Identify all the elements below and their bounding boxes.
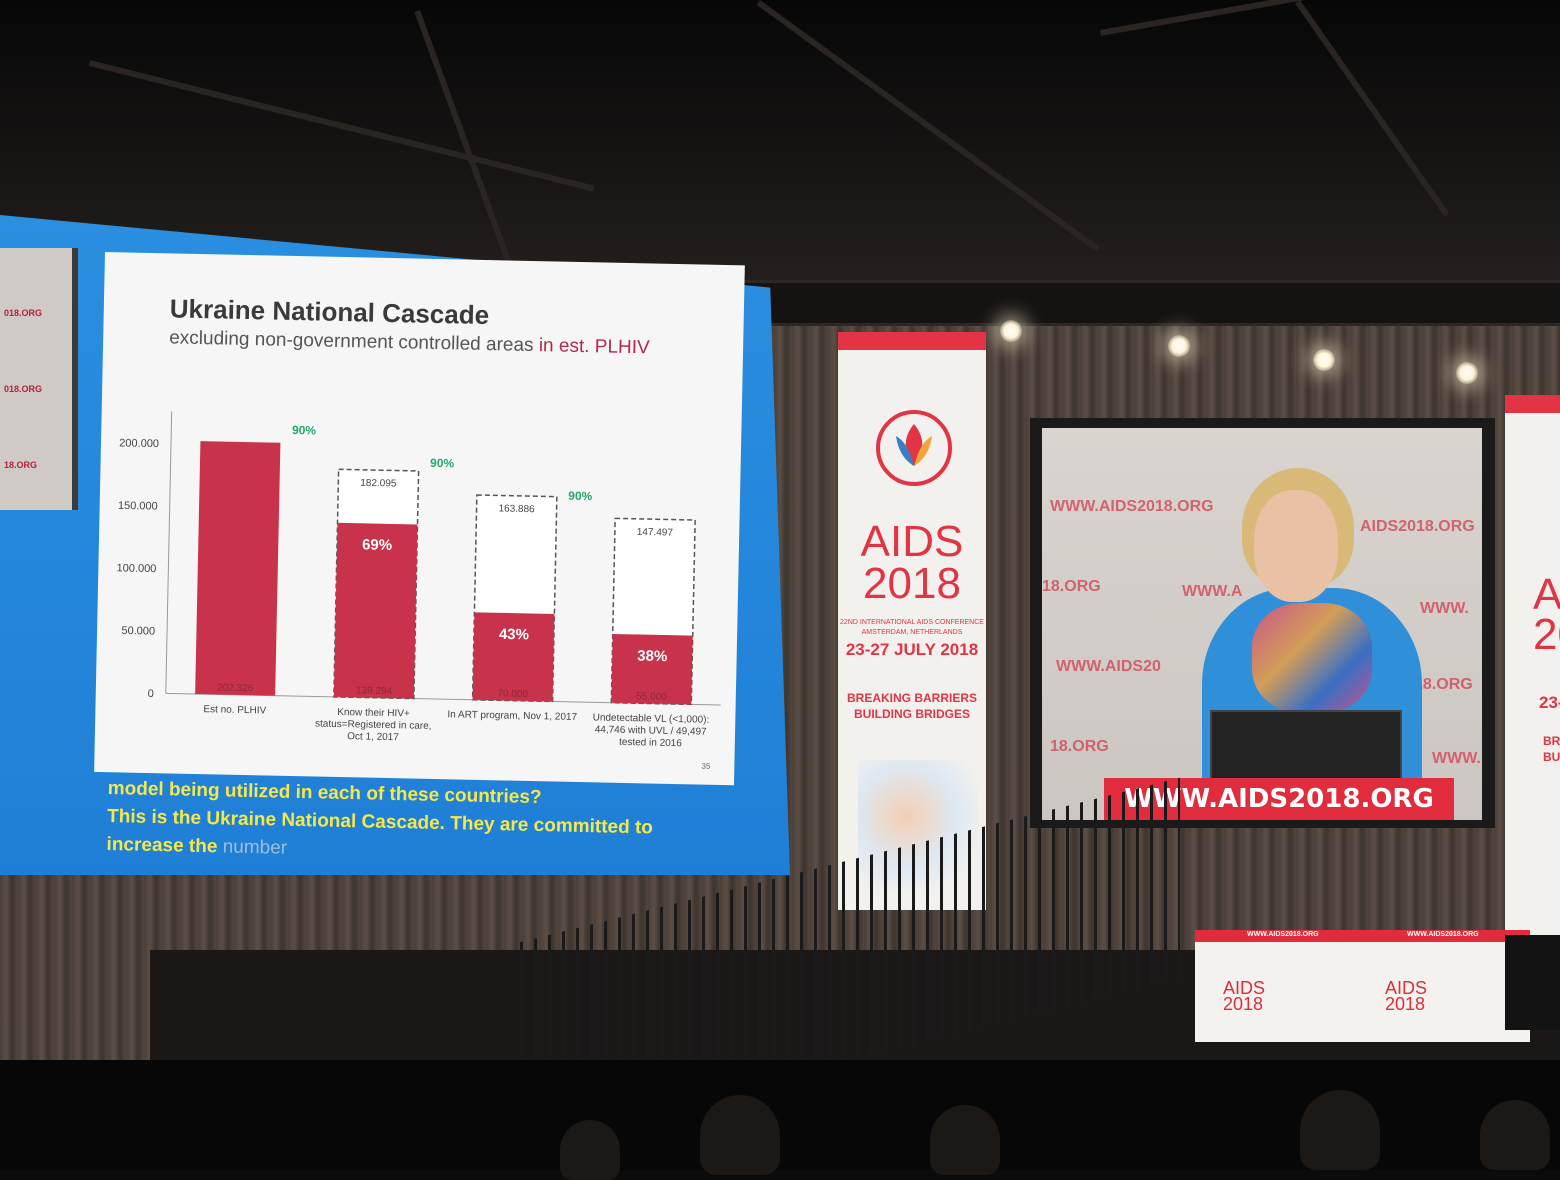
bar-value-label: 55.000 bbox=[636, 691, 667, 703]
y-axis-line bbox=[165, 411, 173, 694]
banner-right-tag-2: BUI bbox=[1543, 750, 1560, 764]
bar-value-label: 70.000 bbox=[497, 688, 528, 700]
banner-conference-text: 22ND INTERNATIONAL AIDS CONFERENCE bbox=[840, 619, 984, 626]
stage-monitor bbox=[1505, 935, 1560, 1030]
desk-logo-year: 2018 bbox=[1385, 994, 1426, 1014]
goal-90-label: 90% bbox=[568, 489, 593, 504]
banner-location-text: AMSTERDAM, NETHERLANDS bbox=[861, 629, 963, 636]
y-tick-label: 150.000 bbox=[118, 500, 158, 513]
audience-head bbox=[560, 1120, 620, 1180]
video-screen: WWW.AIDS2018.ORG AIDS2018.ORG 18.ORG WWW… bbox=[1030, 418, 1495, 828]
audience-head bbox=[700, 1095, 780, 1175]
x-category-label: Undetectable VL (<1,000): bbox=[593, 712, 710, 725]
cascade-bar bbox=[195, 441, 281, 696]
y-tick-label: 200.000 bbox=[119, 437, 159, 450]
audience-head bbox=[1480, 1100, 1550, 1170]
video-feed: WWW.AIDS2018.ORG AIDS2018.ORG 18.ORG WWW… bbox=[1042, 428, 1482, 820]
podium-laptop bbox=[1210, 710, 1402, 784]
caption-line-3-pending: number bbox=[222, 836, 288, 859]
target-value-label: 147.497 bbox=[637, 527, 674, 539]
slide: Ukraine National Cascade excluding non-g… bbox=[94, 252, 745, 786]
inset-url-text: 018.ORG bbox=[4, 308, 43, 318]
desk-logo: AIDS 2018 bbox=[1385, 978, 1428, 1014]
bar-value-label: 202.326 bbox=[217, 682, 254, 694]
goal-90-label: 90% bbox=[292, 423, 317, 438]
goal-90-label: 90% bbox=[430, 456, 455, 471]
audience-head bbox=[1300, 1090, 1380, 1170]
banner-right-aids-text: AI bbox=[1533, 570, 1560, 619]
x-category-label: tested in 2016 bbox=[619, 737, 682, 749]
inset-url-text: 18.ORG bbox=[4, 460, 38, 470]
banner-right-tag-1: BRE bbox=[1543, 734, 1560, 748]
target-value-label: 163.886 bbox=[498, 503, 535, 515]
backdrop-url-text: WWW.AIDS2018.ORG bbox=[1050, 498, 1214, 515]
desk-logo-aids: AIDS bbox=[1385, 978, 1428, 998]
percent-label: 69% bbox=[362, 536, 392, 554]
backdrop-url-text: AIDS2018.ORG bbox=[1360, 518, 1475, 535]
inset-url-text: 018.ORG bbox=[4, 384, 43, 394]
live-captions: model being utilized in each of these co… bbox=[106, 775, 768, 873]
stage-light bbox=[1313, 349, 1335, 371]
caption-line-3-main: increase the bbox=[106, 833, 218, 858]
audience-head bbox=[930, 1105, 1000, 1175]
stage-light bbox=[1456, 362, 1478, 384]
desk-logo-aids: AIDS bbox=[1223, 978, 1266, 998]
screen-inset-video: 018.ORG 018.ORG 18.ORG bbox=[0, 248, 78, 510]
slide-page-number: 35 bbox=[701, 761, 711, 771]
banner-dates-text: 23-27 JULY 2018 bbox=[845, 640, 979, 659]
y-tick-label: 100.000 bbox=[116, 562, 156, 575]
backdrop-url-text: WWW.A bbox=[1182, 583, 1243, 600]
aids2018-banner-left: AIDS 2018 22ND INTERNATIONAL AIDS CONFER… bbox=[838, 332, 986, 910]
banner-right-year-text: 20 bbox=[1533, 610, 1560, 659]
cascade-bar bbox=[472, 612, 555, 702]
backdrop-url-text: WWW. bbox=[1432, 750, 1481, 767]
x-category-label: status=Registered in care, bbox=[315, 719, 432, 732]
speaker-desk: WWW.AIDS2018.ORG WWW.AIDS2018.ORG AIDS 2… bbox=[1195, 930, 1530, 1042]
stage-light bbox=[1168, 335, 1190, 357]
desk-logo-year: 2018 bbox=[1223, 994, 1264, 1014]
y-tick-label: 50.000 bbox=[121, 625, 155, 638]
banner-right-dates-text: 23- bbox=[1539, 693, 1560, 712]
percent-label: 38% bbox=[637, 647, 667, 665]
desk-logo: AIDS 2018 bbox=[1223, 978, 1266, 1014]
target-value-label: 182.095 bbox=[360, 478, 397, 490]
cascade-bar bbox=[333, 522, 418, 699]
banner-aids-text: AIDS bbox=[860, 517, 964, 566]
x-category-label: In ART program, Nov 1, 2017 bbox=[447, 709, 577, 723]
x-category-label: Oct 1, 2017 bbox=[347, 731, 399, 743]
backdrop-url-text: 18.ORG bbox=[1414, 676, 1473, 693]
aids2018-banner-right: AI 20 23- BRE BUI bbox=[1505, 395, 1560, 953]
speaker-face bbox=[1254, 490, 1338, 602]
y-tick-label: 0 bbox=[148, 688, 154, 700]
bar-value-label: 139.294 bbox=[356, 685, 393, 697]
cascade-bar-chart: 200.000 150.000 100.000 50.000 0 202.326 Est n… bbox=[116, 411, 721, 749]
banner-year-text: 2018 bbox=[863, 559, 961, 608]
banner-tagline-2: BUILDING BRIDGES bbox=[853, 707, 970, 721]
backdrop-url-text: 18.ORG bbox=[1050, 738, 1109, 755]
banner-tagline-1: BREAKING BARRIERS bbox=[846, 691, 977, 705]
x-category-label: Know their HIV+ bbox=[337, 707, 410, 720]
desk-url-text: WWW.AIDS2018.ORG bbox=[1247, 931, 1319, 938]
backdrop-url-text: 18.ORG bbox=[1042, 578, 1101, 595]
percent-label: 43% bbox=[499, 626, 529, 644]
stage-light bbox=[1000, 320, 1022, 342]
aids2018-tulip-logo bbox=[876, 410, 952, 486]
desk-url-text: WWW.AIDS2018.ORG bbox=[1407, 931, 1479, 938]
backdrop-url-text: WWW.AIDS20 bbox=[1056, 658, 1161, 675]
cascade-bar bbox=[611, 633, 693, 705]
x-category-label: 44,746 with UVL / 49,497 bbox=[595, 724, 708, 737]
backdrop-url-text: WWW. bbox=[1420, 600, 1469, 617]
x-category-label: Est no. PLHIV bbox=[203, 704, 266, 716]
speaker-scarf bbox=[1252, 603, 1372, 713]
